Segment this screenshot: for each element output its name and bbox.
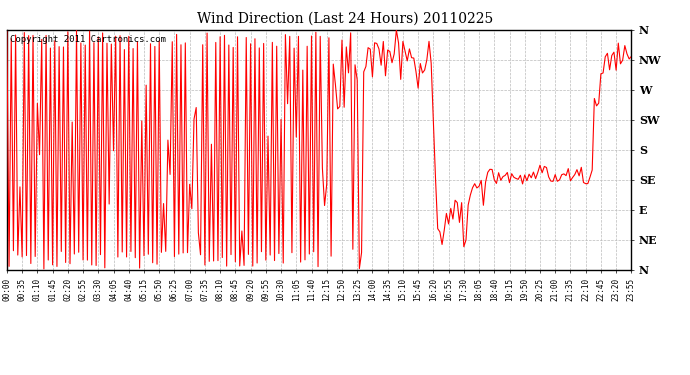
Text: Copyright 2011 Cartronics.com: Copyright 2011 Cartronics.com — [10, 35, 166, 44]
Text: Wind Direction (Last 24 Hours) 20110225: Wind Direction (Last 24 Hours) 20110225 — [197, 11, 493, 25]
